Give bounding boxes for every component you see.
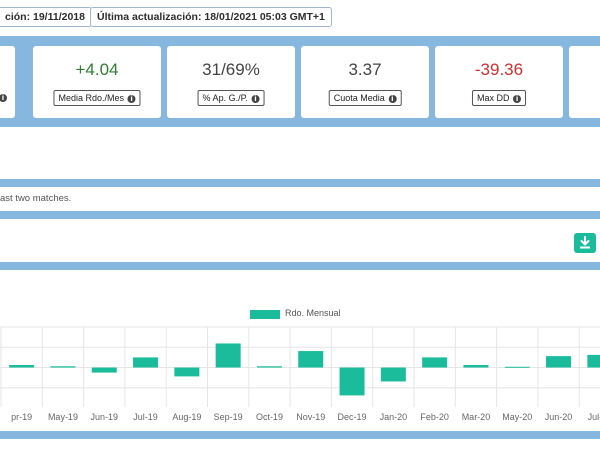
x-tick-label: Feb-20	[420, 412, 449, 422]
stat-value: 31/69%	[202, 60, 260, 79]
section-divider	[0, 179, 600, 187]
bar-Apr-19	[9, 365, 35, 368]
legend-swatch[interactable]	[250, 310, 280, 319]
x-tick-label: Jun-19	[90, 412, 118, 422]
info-note: ast two matches.	[0, 193, 72, 204]
info-icon: i	[513, 94, 522, 103]
legend-label[interactable]: Rdo. Mensual	[285, 308, 341, 318]
x-tick-label: Nov-19	[296, 412, 325, 422]
x-tick-label: Dec-19	[338, 412, 367, 422]
stat-card-partial-right	[569, 46, 600, 118]
bar-Jun-20	[546, 356, 572, 368]
stat-label[interactable]: Media Rdo./Mes i	[53, 90, 141, 106]
bar-Jan-20	[380, 367, 406, 382]
info-icon: i	[127, 94, 136, 103]
stat-card-cuota-media: 3.37 Cuota Media i	[301, 46, 429, 118]
bar-Mar-20	[463, 365, 489, 368]
section-divider	[0, 262, 600, 270]
bar-May-20	[504, 366, 530, 368]
stat-card-media-rdo: +4.04 Media Rdo./Mes i	[33, 46, 161, 118]
download-button[interactable]	[574, 233, 596, 253]
bar-Jul-20	[587, 354, 600, 368]
x-tick-label: Oct-19	[256, 412, 283, 422]
stat-value: +4.04	[75, 60, 119, 79]
x-tick-label: Aug-19	[172, 412, 201, 422]
x-tick-label: pr-19	[11, 412, 32, 422]
info-icon: i	[251, 94, 260, 103]
section-divider	[0, 431, 600, 439]
bar-Sep-19	[215, 343, 241, 368]
bar-Jul-19	[133, 357, 159, 368]
info-icon: i	[388, 94, 397, 103]
stat-label[interactable]: Max DD i	[471, 90, 527, 106]
x-tick-label: Jul-19	[133, 412, 158, 422]
x-tick-label: May-19	[48, 412, 78, 422]
bar-Oct-19	[256, 366, 282, 368]
last-update-badge: Última actualización: 18/01/2021 05:03 G…	[90, 7, 332, 27]
x-tick-label: Jul-20	[588, 412, 600, 422]
bar-Aug-19	[174, 367, 200, 377]
bar-Dec-19	[339, 367, 365, 396]
x-tick-label: Jan-20	[380, 412, 408, 422]
stat-card-aciertos: 31/69% % Ap. G./P. i	[167, 46, 295, 118]
created-date-text: ción: 19/11/2018	[5, 11, 85, 23]
info-icon[interactable]: i	[0, 94, 7, 102]
stat-card-max-dd: -39.36 Max DD i	[435, 46, 563, 118]
download-icon	[580, 236, 590, 249]
bar-Feb-20	[422, 357, 448, 368]
stat-label-text: Media Rdo./Mes	[58, 93, 125, 103]
section-divider	[0, 211, 600, 219]
stat-value: -39.36	[474, 60, 524, 79]
x-tick-label: May-20	[502, 412, 532, 422]
stat-label-text: Cuota Media	[333, 93, 385, 103]
stat-label-text: Max DD	[476, 93, 510, 103]
x-tick-label: Jun-20	[545, 412, 573, 422]
bar-Jun-19	[91, 367, 117, 373]
bar-Nov-19	[298, 351, 324, 368]
created-date-badge: ción: 19/11/2018	[0, 7, 92, 27]
x-tick-label: Mar-20	[462, 412, 491, 422]
stat-label[interactable]: Cuota Media i	[328, 90, 402, 106]
last-update-text: Última actualización: 18/01/2021 05:03 G…	[97, 11, 325, 23]
bar-May-19	[50, 366, 76, 368]
stat-value: 3.37	[348, 60, 382, 79]
monthly-result-chart: pr-19 May-19 Jun-19 Jul-19 Aug-19 Sep-19 Oct-1…	[0, 326, 600, 422]
stat-label[interactable]: % Ap. G./P. i	[197, 90, 265, 106]
stat-card-partial: i	[0, 46, 15, 118]
x-tick-label: Sep-19	[214, 412, 243, 422]
stat-label-text: % Ap. G./P.	[202, 93, 248, 103]
